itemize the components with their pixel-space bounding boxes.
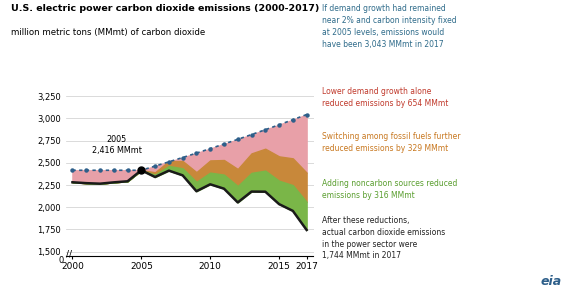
Text: Adding noncarbon sources reduced
emissions by 316 MMmt: Adding noncarbon sources reduced emissio… — [322, 179, 457, 200]
Text: million metric tons (MMmt) of carbon dioxide: million metric tons (MMmt) of carbon dio… — [11, 28, 206, 37]
Text: eia: eia — [540, 275, 561, 288]
Text: Switching among fossil fuels further
reduced emissions by 329 MMmt: Switching among fossil fuels further red… — [322, 132, 461, 153]
Text: U.S. electric power carbon dioxide emissions (2000-2017): U.S. electric power carbon dioxide emiss… — [11, 4, 320, 13]
Text: 2005
2,416 MMmt: 2005 2,416 MMmt — [92, 135, 141, 155]
Text: 0: 0 — [59, 255, 64, 265]
Text: //: // — [66, 250, 72, 259]
Text: Lower demand growth alone
reduced emissions by 654 MMmt: Lower demand growth alone reduced emissi… — [322, 87, 449, 108]
Text: If demand growth had remained
near 2% and carbon intensity fixed
at 2005 levels,: If demand growth had remained near 2% an… — [322, 4, 457, 49]
Text: After these reductions,
actual carbon dioxide emissions
in the power sector were: After these reductions, actual carbon di… — [322, 216, 445, 260]
